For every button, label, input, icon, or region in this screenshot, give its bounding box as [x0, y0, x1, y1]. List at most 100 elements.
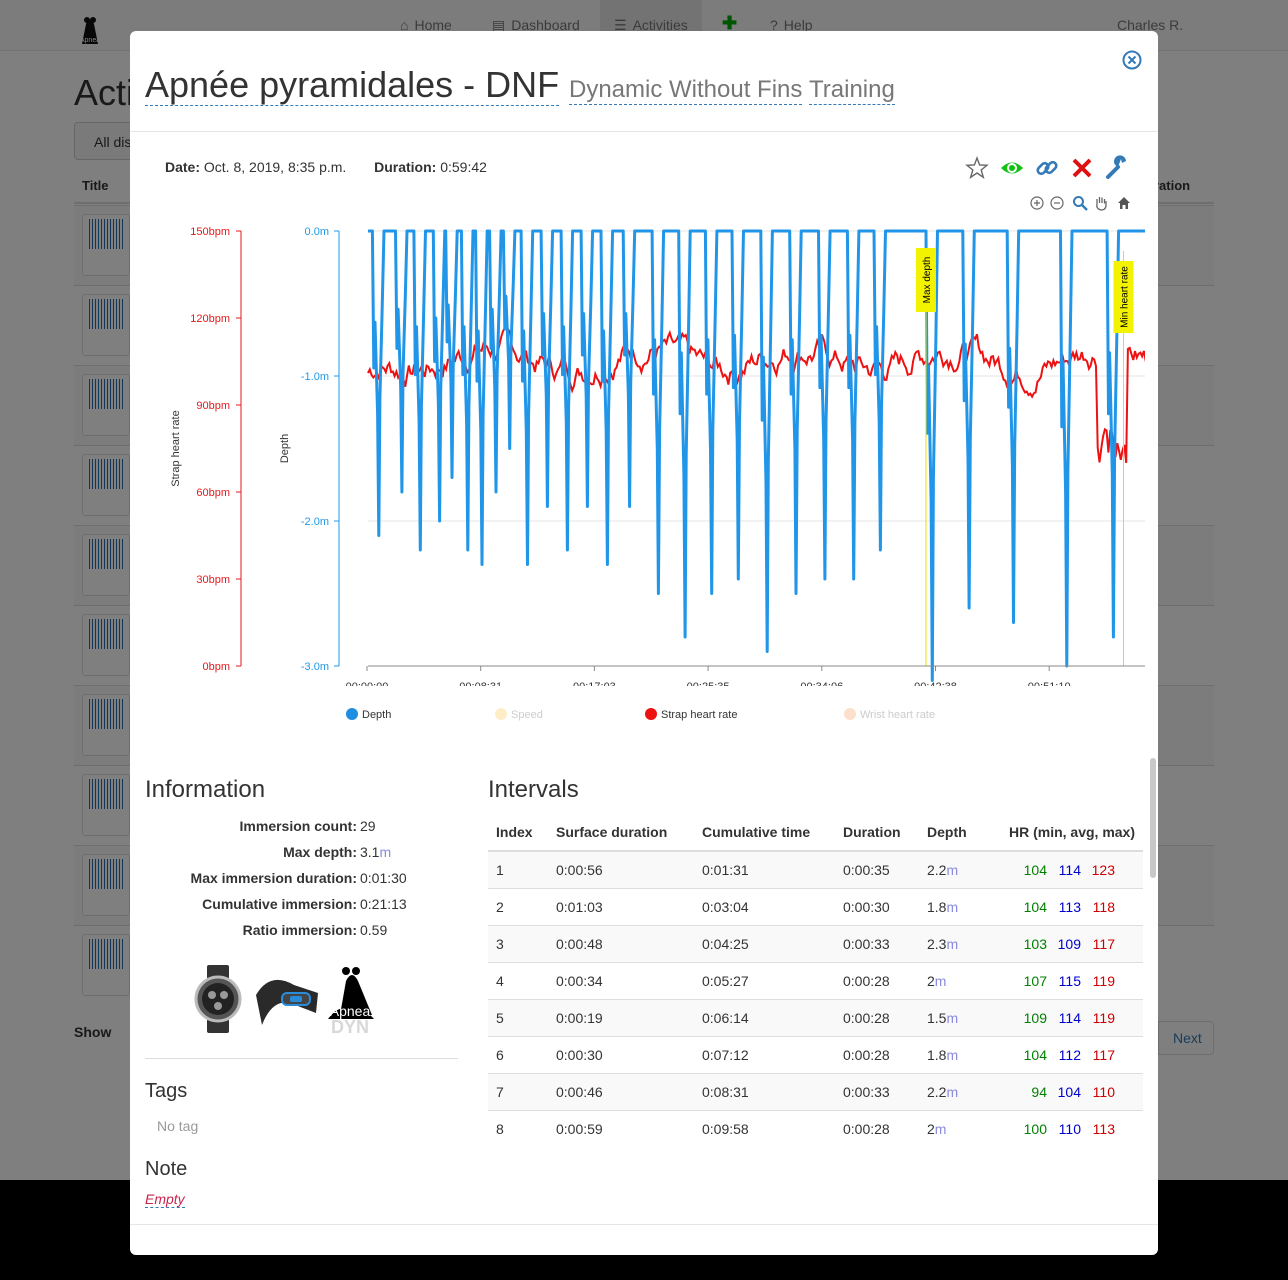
annotation-label: Min heart rate [1119, 266, 1130, 328]
col-index[interactable]: Index [488, 814, 548, 852]
interval-hr: 94 104 110 [991, 1073, 1143, 1111]
interval-index: 6 [488, 1036, 548, 1074]
eye-icon[interactable] [999, 155, 1025, 181]
hr-avg: 113 [1058, 899, 1081, 915]
activity-modal: Apnée pyramidales - DNF Dynamic Without … [130, 31, 1158, 1255]
hr-avg: 112 [1058, 1047, 1081, 1063]
svg-text:DYN: DYN [331, 1017, 369, 1035]
col-cumulative-time[interactable]: Cumulative time [694, 814, 835, 852]
interval-duration: 0:00:28 [835, 1110, 919, 1147]
tags-empty-text[interactable]: No tag [157, 1118, 199, 1134]
hr-max: 117 [1092, 936, 1115, 952]
svg-text:Apnea: Apnea [330, 1003, 371, 1019]
x-tick-label: 00:08:31 [459, 681, 502, 686]
hr-min: 109 [1023, 1010, 1047, 1026]
interval-index: 1 [488, 850, 548, 889]
interval-surface-duration: 0:01:03 [548, 888, 694, 926]
interval-cumulative-time: 0:07:12 [694, 1036, 835, 1074]
legend-speed[interactable]: Speed [495, 708, 543, 721]
pan-icon[interactable] [1093, 195, 1109, 211]
interval-index: 3 [488, 925, 548, 963]
zoom-in-icon[interactable] [1029, 195, 1045, 211]
intervals-table-container[interactable]: Index Surface duration Cumulative time D… [488, 814, 1143, 1156]
intervals-body: 1 0:00:56 0:01:31 0:00:35 2.2m 104 114 123 2 0:01… [488, 850, 1143, 1147]
hr-min: 100 [1023, 1121, 1047, 1137]
interval-index: 7 [488, 1073, 548, 1111]
legend-depth[interactable]: Depth [346, 708, 391, 721]
chart-annotations: Max depth Min heart rate [915, 248, 1134, 666]
zoom-out-icon[interactable] [1049, 195, 1065, 211]
interval-cumulative-time: 0:03:04 [694, 888, 835, 926]
interval-surface-duration: 0:00:30 [548, 1036, 694, 1074]
activity-title[interactable]: Apnée pyramidales - DNF [145, 64, 560, 106]
interval-surface-duration: 0:00:59 [548, 1110, 694, 1147]
legend-strap-hr-swatch [645, 708, 657, 720]
close-icon[interactable] [1122, 50, 1142, 70]
hr-min: 104 [1023, 862, 1047, 878]
annotation-box [1113, 261, 1134, 333]
hr-min: 104 [1023, 899, 1047, 915]
hr-min: 104 [1023, 1047, 1047, 1063]
interval-row[interactable]: 2 0:01:03 0:03:04 0:00:30 1.8m 104 113 118 [488, 888, 1143, 926]
activity-session-type[interactable]: Training [809, 76, 895, 105]
hr-avg: 114 [1058, 1010, 1081, 1026]
divider [145, 1058, 458, 1059]
interval-duration: 0:00:30 [835, 888, 919, 926]
annotation-label: Max depth [922, 257, 933, 304]
x-tick-label: 00:00:00 [346, 681, 389, 686]
hr-max: 119 [1092, 973, 1115, 989]
heart-strap-icon [256, 979, 318, 1025]
depth-tick-label: -3.0m [301, 661, 329, 673]
information-title: Information [145, 776, 266, 803]
modal-scrollbar[interactable] [1150, 758, 1156, 878]
note-empty-editable[interactable]: Empty [145, 1191, 185, 1208]
link-icon[interactable] [1034, 155, 1060, 181]
interval-hr: 104 113 118 [991, 888, 1143, 926]
interval-hr: 109 114 119 [991, 999, 1143, 1037]
wrench-icon[interactable] [1104, 155, 1130, 181]
depth-tick-label: 0.0m [305, 226, 329, 238]
legend-strap-heart-rate[interactable]: Strap heart rate [645, 708, 737, 721]
legend-wrist-heart-rate[interactable]: Wrist heart rate [844, 708, 935, 721]
interval-row[interactable]: 7 0:00:46 0:08:31 0:00:33 2.2m 94 104 110 [488, 1073, 1143, 1111]
interval-cumulative-time: 0:08:31 [694, 1073, 835, 1111]
zoom-select-icon[interactable] [1072, 195, 1088, 211]
interval-row[interactable]: 1 0:00:56 0:01:31 0:00:35 2.2m 104 114 123 [488, 850, 1143, 889]
hr-max: 113 [1092, 1121, 1115, 1137]
interval-cumulative-time: 0:01:31 [694, 850, 835, 889]
depth-tick-label: -2.0m [301, 516, 329, 528]
activity-discipline[interactable]: Dynamic Without Fins [569, 76, 803, 105]
chart-axes: 00:00:00 00:08:31 00:17:03 00:25:35 00:34:06… [170, 226, 1145, 686]
star-icon[interactable] [964, 155, 990, 181]
depth-tick-label: -1.0m [301, 371, 329, 383]
duration-label: Duration: [374, 159, 437, 175]
interval-surface-duration: 0:00:34 [548, 962, 694, 1000]
interval-depth: 2.2m [919, 1073, 991, 1111]
interval-duration: 0:00:28 [835, 999, 919, 1037]
interval-row[interactable]: 6 0:00:30 0:07:12 0:00:28 1.8m 104 112 117 [488, 1036, 1143, 1074]
interval-row[interactable]: 4 0:00:34 0:05:27 0:00:28 2m 107 115 119 [488, 962, 1143, 1000]
interval-index: 5 [488, 999, 548, 1037]
interval-cumulative-time: 0:05:27 [694, 962, 835, 1000]
hr-max: 118 [1092, 899, 1115, 915]
col-hr[interactable]: HR (min, avg, max) [991, 814, 1143, 852]
col-duration[interactable]: Duration [835, 814, 919, 852]
hr-max: 119 [1092, 1010, 1115, 1026]
interval-row[interactable]: 8 0:00:59 0:09:58 0:00:28 2m 100 110 113 [488, 1110, 1143, 1147]
col-depth[interactable]: Depth [919, 814, 991, 852]
duration-value: 0:59:42 [440, 159, 487, 175]
heart-rate-tick-label: 60bpm [196, 487, 230, 499]
interval-depth: 2m [919, 1110, 991, 1147]
interval-hr: 103 109 117 [991, 925, 1143, 963]
col-surface-duration[interactable]: Surface duration [548, 814, 694, 852]
interval-row[interactable]: 5 0:00:19 0:06:14 0:00:28 1.5m 109 114 119 [488, 999, 1143, 1037]
interval-depth: 1.8m [919, 888, 991, 926]
interval-duration: 0:00:28 [835, 1036, 919, 1074]
delete-icon[interactable] [1069, 155, 1095, 181]
interval-hr: 100 110 113 [991, 1110, 1143, 1147]
interval-depth: 1.5m [919, 999, 991, 1037]
depth-heart-rate-chart[interactable]: Max depth Min heart rate 00:00:00 00:08:31… [160, 211, 1145, 686]
reset-home-icon[interactable] [1116, 195, 1132, 211]
interval-depth: 1.8m [919, 1036, 991, 1074]
interval-row[interactable]: 3 0:00:48 0:04:25 0:00:33 2.3m 103 109 117 [488, 925, 1143, 963]
